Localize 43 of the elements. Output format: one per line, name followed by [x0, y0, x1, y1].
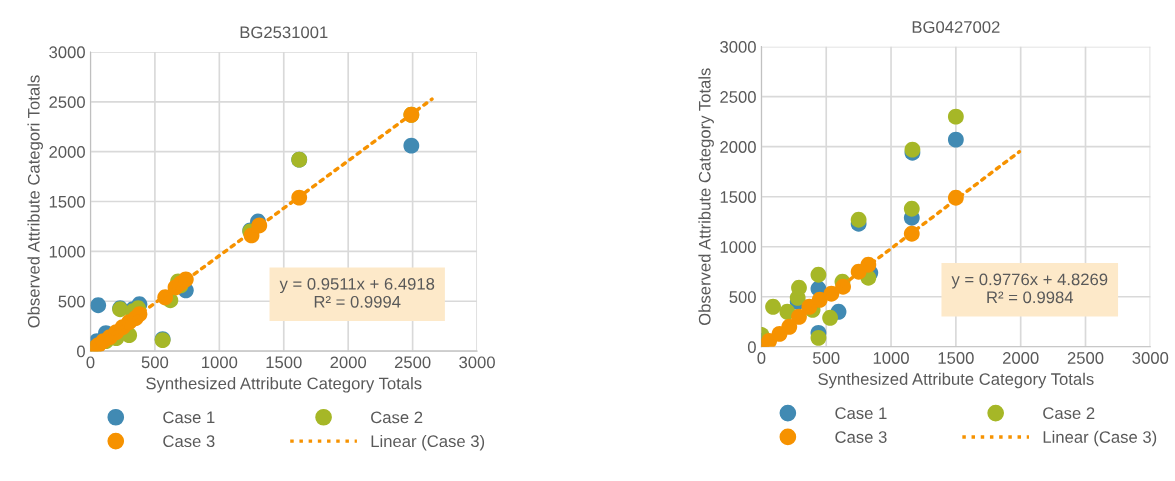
- x-tick-label: 500: [812, 352, 840, 364]
- y-tick-label: 2500: [720, 91, 756, 103]
- x-tick-label: 2000: [330, 356, 367, 369]
- y-tick-label: 1500: [720, 191, 756, 203]
- y-axis-title: Observed Attribute Category Totals: [698, 68, 714, 326]
- chart-title: BG2531001: [240, 26, 328, 39]
- legend-label: Case 3: [163, 435, 215, 448]
- x-tick-label: 2500: [1067, 352, 1104, 364]
- x-tick-label: 1000: [202, 356, 238, 369]
- x-tick-label: 0: [86, 356, 95, 369]
- legend-label: Case 3: [835, 431, 887, 443]
- x-axis-title: Synthesized Attribute Category Totals: [818, 372, 1094, 389]
- y-tick-label: 1000: [49, 245, 85, 258]
- y-tick-label: 2000: [720, 141, 756, 153]
- annotation: y = 0.9511x + 6.4918 R² = 0.9994: [279, 277, 435, 308]
- x-tick-label: 2500: [394, 356, 431, 369]
- y-tick-label: 2500: [49, 96, 85, 109]
- y-tick-label: 3000: [720, 41, 756, 53]
- x-tick-label: 500: [141, 356, 169, 369]
- x-tick-label: 2000: [1002, 352, 1039, 364]
- legend-label: Case 1: [835, 407, 887, 420]
- y-tick-label: 500: [729, 291, 756, 303]
- x-tick-label: 1000: [873, 352, 909, 364]
- legend-label: Case 2: [371, 411, 423, 424]
- y-axis-title: Observed Attribute Categori Totals: [27, 75, 43, 328]
- legend-label: Case 2: [1043, 407, 1095, 420]
- legend-label: Linear (Case 3): [371, 434, 485, 451]
- x-axis-title: Synthesized Attribute Category Totals: [146, 377, 422, 393]
- y-tick-label: 1500: [49, 195, 85, 208]
- legend-label: Case 1: [163, 411, 215, 424]
- x-tick-label: 3000: [1132, 352, 1169, 364]
- y-tick-label: 1000: [720, 241, 756, 253]
- x-tick-label: 1500: [938, 352, 974, 364]
- annotation: y = 0.9776x + 4.8269 R² = 0.9984: [951, 273, 1108, 304]
- y-tick-label: 2000: [49, 146, 85, 158]
- x-tick-label: 0: [757, 352, 766, 364]
- y-tick-label: 0: [747, 341, 756, 353]
- y-tick-label: 500: [58, 295, 85, 308]
- x-tick-label: 1500: [266, 356, 302, 369]
- x-tick-label: 3000: [459, 356, 495, 369]
- chart-title: BG0427002: [912, 21, 1000, 33]
- legend-label: Linear (Case 3): [1043, 430, 1157, 447]
- y-tick-label: 3000: [49, 46, 85, 59]
